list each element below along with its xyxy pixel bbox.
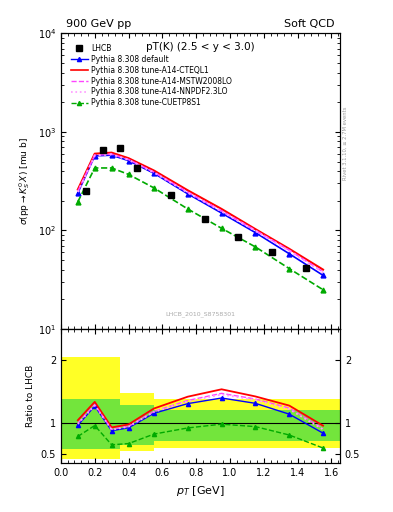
Pythia 8.308 tune-A14-NNPDF2.3LO — [126, 157, 131, 163]
Pythia 8.308 default — [75, 190, 80, 196]
Pythia 8.308 tune-A14-CTEQL1 — [152, 167, 156, 174]
Text: pT(K) (2.5 < y < 3.0): pT(K) (2.5 < y < 3.0) — [146, 42, 255, 52]
Pythia 8.308 tune-A14-CTEQL1 — [219, 206, 224, 212]
X-axis label: $p_T$ [GeV]: $p_T$ [GeV] — [176, 484, 225, 498]
Pythia 8.308 tune-CUETP8S1 — [152, 185, 156, 191]
Line: Pythia 8.308 tune-A14-NNPDF2.3LO: Pythia 8.308 tune-A14-NNPDF2.3LO — [78, 155, 323, 272]
LHCB — [84, 188, 89, 194]
Pythia 8.308 tune-A14-CTEQL1 — [321, 267, 325, 273]
Line: Pythia 8.308 tune-A14-CTEQL1: Pythia 8.308 tune-A14-CTEQL1 — [78, 153, 323, 270]
Text: Rivet 3.1.10, ≥ 2.7M events: Rivet 3.1.10, ≥ 2.7M events — [343, 106, 348, 180]
LHCB — [236, 234, 241, 241]
Pythia 8.308 tune-A14-NNPDF2.3LO — [109, 152, 114, 158]
LHCB — [304, 265, 309, 271]
Pythia 8.308 tune-A14-NNPDF2.3LO — [75, 189, 80, 195]
Pythia 8.308 default — [253, 229, 258, 236]
Pythia 8.308 default — [92, 153, 97, 159]
Line: Pythia 8.308 default: Pythia 8.308 default — [75, 153, 325, 278]
Pythia 8.308 tune-A14-CTEQL1 — [185, 187, 190, 194]
Pythia 8.308 tune-A14-MSTW2008LO — [92, 152, 97, 158]
Pythia 8.308 tune-A14-CTEQL1 — [75, 186, 80, 193]
Pythia 8.308 tune-A14-NNPDF2.3LO — [321, 269, 325, 275]
Pythia 8.308 default — [152, 170, 156, 176]
Y-axis label: Ratio to LHCB: Ratio to LHCB — [26, 365, 35, 428]
Text: Soft QCD: Soft QCD — [284, 19, 334, 29]
Pythia 8.308 default — [109, 152, 114, 158]
Pythia 8.308 tune-CUETP8S1 — [253, 244, 258, 250]
Pythia 8.308 tune-A14-MSTW2008LO — [253, 227, 258, 233]
Pythia 8.308 default — [287, 251, 292, 257]
LHCB — [270, 249, 275, 255]
Pythia 8.308 tune-A14-NNPDF2.3LO — [253, 228, 258, 234]
Pythia 8.308 tune-A14-CTEQL1 — [126, 155, 131, 161]
Pythia 8.308 tune-A14-MSTW2008LO — [185, 189, 190, 195]
Line: LHCB: LHCB — [83, 145, 310, 271]
LHCB — [101, 147, 106, 154]
Pythia 8.308 tune-A14-MSTW2008LO — [75, 188, 80, 195]
Pythia 8.308 tune-CUETP8S1 — [185, 206, 190, 212]
Pythia 8.308 tune-A14-CTEQL1 — [253, 226, 258, 232]
Pythia 8.308 tune-A14-CTEQL1 — [287, 246, 292, 252]
Pythia 8.308 tune-CUETP8S1 — [321, 287, 325, 293]
Pythia 8.308 tune-CUETP8S1 — [287, 266, 292, 272]
Pythia 8.308 tune-A14-MSTW2008LO — [321, 269, 325, 275]
Pythia 8.308 default — [219, 210, 224, 216]
Pythia 8.308 tune-A14-MSTW2008LO — [287, 247, 292, 253]
Legend: LHCB, Pythia 8.308 default, Pythia 8.308 tune-A14-CTEQL1, Pythia 8.308 tune-A14-: LHCB, Pythia 8.308 default, Pythia 8.308… — [68, 41, 235, 111]
Pythia 8.308 tune-CUETP8S1 — [126, 172, 131, 178]
Pythia 8.308 tune-A14-MSTW2008LO — [152, 169, 156, 175]
Pythia 8.308 default — [321, 272, 325, 279]
Pythia 8.308 default — [185, 191, 190, 197]
Pythia 8.308 tune-A14-NNPDF2.3LO — [287, 248, 292, 254]
Pythia 8.308 tune-A14-CTEQL1 — [92, 151, 97, 157]
Pythia 8.308 tune-CUETP8S1 — [92, 165, 97, 171]
Pythia 8.308 tune-CUETP8S1 — [219, 225, 224, 231]
Text: LHCB_2010_S8758301: LHCB_2010_S8758301 — [165, 311, 235, 317]
LHCB — [169, 191, 173, 198]
Pythia 8.308 tune-A14-NNPDF2.3LO — [219, 208, 224, 215]
Pythia 8.308 tune-A14-NNPDF2.3LO — [92, 153, 97, 159]
Pythia 8.308 tune-CUETP8S1 — [75, 199, 80, 205]
Pythia 8.308 tune-A14-CTEQL1 — [109, 150, 114, 156]
LHCB — [135, 165, 140, 171]
Pythia 8.308 tune-CUETP8S1 — [109, 165, 114, 171]
Pythia 8.308 tune-A14-MSTW2008LO — [109, 151, 114, 157]
Text: 900 GeV pp: 900 GeV pp — [66, 19, 132, 29]
Pythia 8.308 default — [126, 158, 131, 164]
Pythia 8.308 tune-A14-MSTW2008LO — [126, 157, 131, 163]
Y-axis label: $\sigma(\mathrm{pp}{\rightarrow}K^0_S\,X)$ [mu b]: $\sigma(\mathrm{pp}{\rightarrow}K^0_S\,X… — [17, 137, 32, 225]
Pythia 8.308 tune-A14-NNPDF2.3LO — [185, 189, 190, 196]
LHCB — [118, 145, 123, 152]
Line: Pythia 8.308 tune-CUETP8S1: Pythia 8.308 tune-CUETP8S1 — [75, 165, 325, 292]
Line: Pythia 8.308 tune-A14-MSTW2008LO: Pythia 8.308 tune-A14-MSTW2008LO — [78, 154, 323, 272]
LHCB — [202, 216, 207, 222]
Pythia 8.308 tune-A14-MSTW2008LO — [219, 208, 224, 214]
Pythia 8.308 tune-A14-NNPDF2.3LO — [152, 169, 156, 176]
